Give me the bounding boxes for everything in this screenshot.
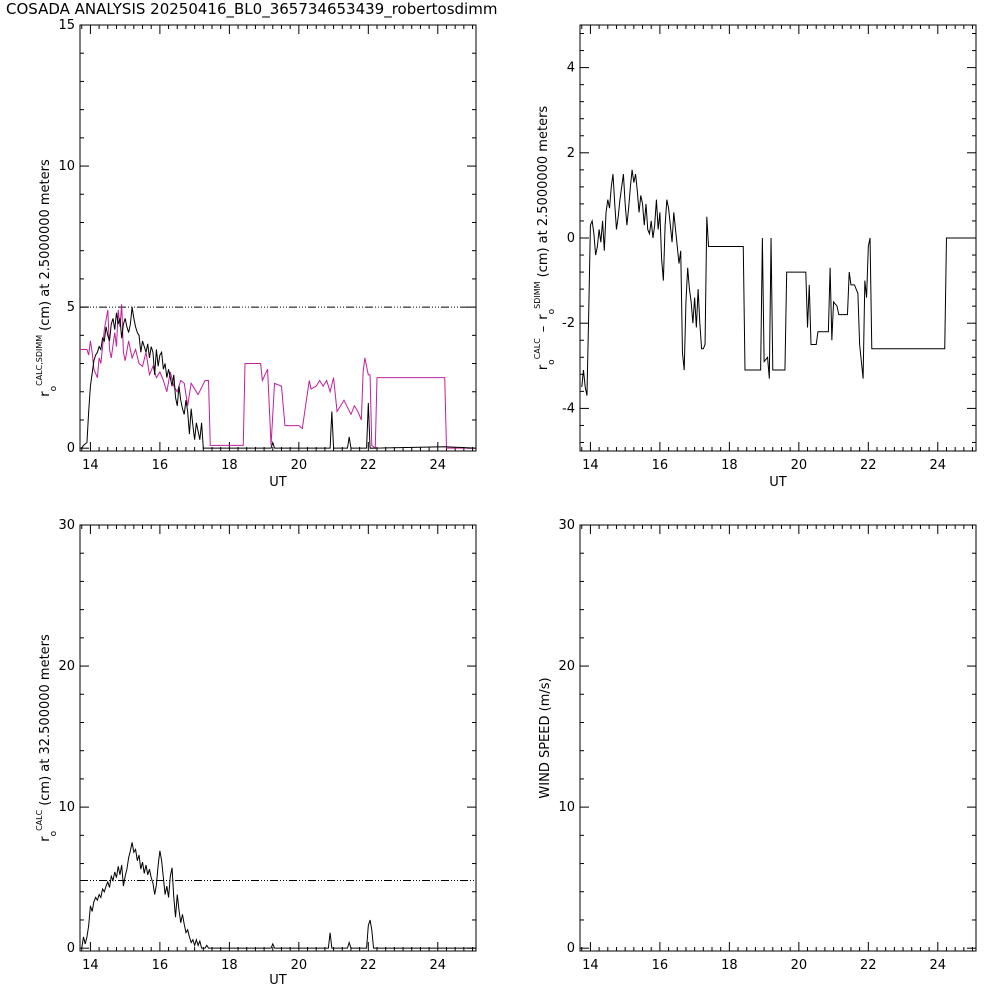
ylabel-dash: – (536, 326, 551, 333)
ylabel-bottom-left: ro CALC (cm) at 32.500000 meters (35, 634, 59, 842)
x-tick-label: 14 (82, 458, 99, 473)
x-tick-label: 14 (582, 958, 599, 973)
x-tick-label: 22 (860, 458, 877, 473)
x-tick-label: 14 (82, 958, 99, 973)
ylabel-sup2: SDIMM (533, 281, 542, 309)
ylabel-rest: (cm) at 32.500000 meters (38, 634, 53, 806)
panel-top-right: roCALC–roSDIMM(cm) at 2.5000000 meters U… (533, 24, 977, 490)
y-tick-label: 30 (58, 518, 75, 533)
y-tick-label: 5 (67, 300, 75, 315)
y-tick-label: 10 (58, 800, 75, 815)
ylabel-top-left: ro CALC,SDIMM (cm) at 2.5000000 meters (35, 159, 59, 397)
ylabel-sup1: CALC (533, 338, 542, 360)
page-title: COSADA ANALYSIS 20250416_BL0_36573465343… (6, 0, 498, 18)
y-tick-label: 10 (558, 800, 575, 815)
ylabel-r2: r (536, 314, 551, 320)
x-tick-label: 18 (721, 458, 738, 473)
ylabel-sub1: o (547, 359, 557, 365)
ylabel-rest: (cm) at 2.5000000 meters (536, 106, 551, 278)
series-line-black (81, 842, 476, 949)
x-tick-label: 22 (860, 958, 877, 973)
x-tick-label: 20 (291, 958, 308, 973)
x-tick-label: 20 (791, 958, 808, 973)
x-tick-label: 24 (430, 458, 447, 473)
panel-top-left: roCALC,SDIMM(cm) at 2.5000000 meters UT … (35, 18, 477, 490)
x-tick-label: 16 (652, 958, 669, 973)
series-line-black (581, 169, 976, 396)
y-tick-label: 0 (567, 941, 575, 956)
y-tick-label: 20 (58, 659, 75, 674)
y-tick-label: 0 (567, 231, 575, 246)
x-tick-label: 18 (221, 458, 238, 473)
y-tick-label: 10 (58, 159, 75, 174)
x-tick-label: 16 (152, 958, 169, 973)
ylabel-sup: CALC,SDIMM (35, 335, 44, 386)
ylabel-sup: CALC (35, 809, 44, 831)
x-tick-label: 22 (360, 458, 377, 473)
y-tick-label: 2 (567, 146, 575, 161)
plot-frame (579, 524, 977, 952)
plot-frame (579, 24, 977, 452)
x-tick-label: 18 (721, 958, 738, 973)
series-line-black (81, 307, 476, 449)
xlabel-top-left: UT (269, 475, 287, 490)
y-tick-label: 4 (567, 61, 575, 76)
ylabel-sub2: o (547, 308, 557, 314)
x-tick-label: 22 (360, 958, 377, 973)
panel-bottom-left: ro CALC (cm) at 32.500000 meters UT 14 16 18… (35, 518, 477, 988)
y-tick-label: 20 (558, 659, 575, 674)
plot-frame (79, 524, 477, 952)
panel-bottom-right: WIND SPEED (m/s) 14 16 18 20 22 24 0 10 20 30 (538, 518, 977, 973)
x-tick-label: 20 (291, 458, 308, 473)
series-line-magenta (80, 304, 476, 450)
x-tick-label: 14 (582, 458, 599, 473)
x-tick-label: 24 (930, 458, 947, 473)
ylabel-sub: o (49, 830, 59, 836)
x-tick-label: 16 (652, 458, 669, 473)
y-tick-label: -2 (562, 316, 575, 331)
x-tick-label: 24 (930, 958, 947, 973)
ylabel-r: r (38, 836, 53, 842)
ylabel-r: r (38, 391, 53, 397)
ylabel-r1: r (536, 364, 551, 370)
ylabel-top-right: roCALC–roSDIMM(cm) at 2.5000000 meters (533, 106, 557, 371)
plot-frame (79, 24, 477, 452)
xlabel-bottom-left: UT (269, 973, 287, 988)
y-tick-label: 15 (58, 18, 75, 33)
y-tick-label: 30 (558, 518, 575, 533)
ylabel-bottom-right: WIND SPEED (m/s) (538, 677, 553, 798)
ylabel-rest: (cm) at 2.5000000 meters (38, 159, 53, 331)
x-tick-label: 20 (791, 458, 808, 473)
x-tick-label: 18 (221, 958, 238, 973)
y-tick-label: 0 (67, 941, 75, 956)
y-tick-label: 0 (67, 441, 75, 456)
xlabel-top-right: UT (769, 475, 787, 490)
ylabel-sub: o (49, 385, 59, 391)
x-tick-label: 24 (430, 958, 447, 973)
x-tick-label: 16 (152, 458, 169, 473)
y-tick-label: -4 (562, 401, 575, 416)
